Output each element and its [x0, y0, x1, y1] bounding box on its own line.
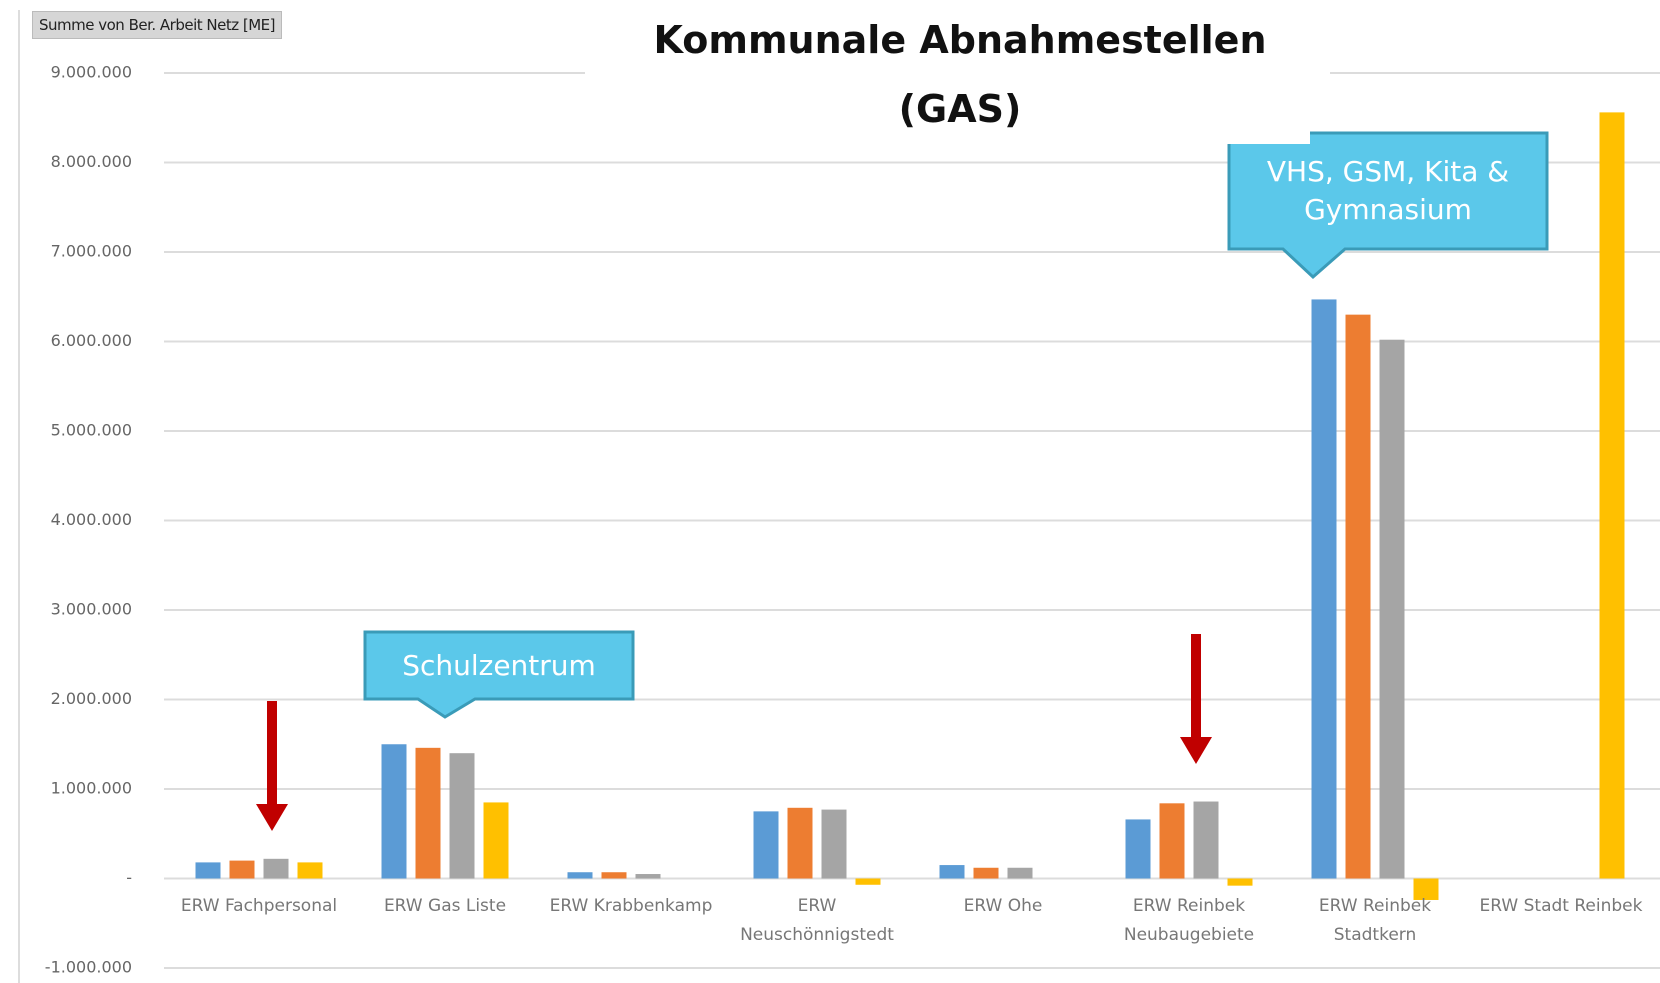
x-tick-label: ERW Stadt Reinbek: [1479, 896, 1643, 916]
x-tick-label: ERW Krabbenkamp: [549, 896, 713, 916]
bar: [449, 753, 475, 879]
arrow-head: [256, 804, 288, 831]
y-tick-label: 7.000.000: [51, 242, 132, 261]
annotation: VHS, GSM, Kita & Gymnasium: [1266, 155, 1510, 226]
bar: [483, 802, 509, 879]
bar: [1379, 339, 1405, 879]
bar: [939, 865, 965, 879]
field-button[interactable]: Summe von Ber. Arbeit Netz [ME]: [32, 11, 283, 39]
y-tick-label: 8.000.000: [51, 152, 132, 171]
bar: [753, 811, 779, 879]
x-tick-label: ERW Ohe: [963, 896, 1043, 916]
callout-shape: [363, 630, 635, 719]
annotation: Schulzentrum: [402, 648, 596, 682]
x-tick-label: ERW Reinbek Stadtkern: [1318, 896, 1432, 945]
x-tick-label: ERW Fachpersonal: [180, 896, 338, 916]
bar: [381, 744, 407, 879]
bar: [787, 807, 813, 879]
y-tick-label: -: [126, 868, 132, 887]
bar: [1311, 299, 1337, 879]
y-tick-label: 5.000.000: [51, 421, 132, 440]
bar: [1413, 878, 1439, 900]
bar: [415, 747, 441, 879]
bar: [263, 858, 289, 879]
y-tick-label: 1.000.000: [51, 779, 132, 798]
x-tick-label: ERW Gas Liste: [383, 896, 507, 916]
bar: [635, 874, 661, 879]
bar: [855, 878, 881, 885]
bar: [1227, 878, 1253, 886]
bar: [1125, 819, 1151, 879]
y-tick-label: 6.000.000: [51, 331, 132, 350]
y-tick-label: -1.000.000: [45, 958, 132, 977]
y-tick-label: 4.000.000: [51, 510, 132, 529]
bar: [297, 862, 323, 879]
bar: [567, 872, 593, 879]
bar: [195, 862, 221, 879]
y-tick-label: 3.000.000: [51, 600, 132, 619]
bar: [821, 809, 847, 879]
bar: [601, 872, 627, 879]
bar: [1599, 112, 1625, 879]
arrow-head: [1180, 737, 1212, 764]
x-tick-label: ERW Reinbek Neubaugebiete: [1123, 896, 1255, 945]
y-tick-label: 9.000.000: [51, 63, 132, 82]
bar: [1007, 867, 1033, 879]
bar: [229, 860, 255, 879]
x-tick-label: ERW Neuschönnigstedt: [740, 896, 894, 945]
bar: [973, 867, 999, 879]
y-tick-label: 2.000.000: [51, 689, 132, 708]
bar: [1193, 801, 1219, 879]
bar: [1159, 803, 1185, 879]
chart-title: Kommunale Abnahmestellen (GAS): [610, 6, 1310, 144]
callout-shape: [1227, 131, 1549, 280]
bar: [1345, 314, 1371, 879]
